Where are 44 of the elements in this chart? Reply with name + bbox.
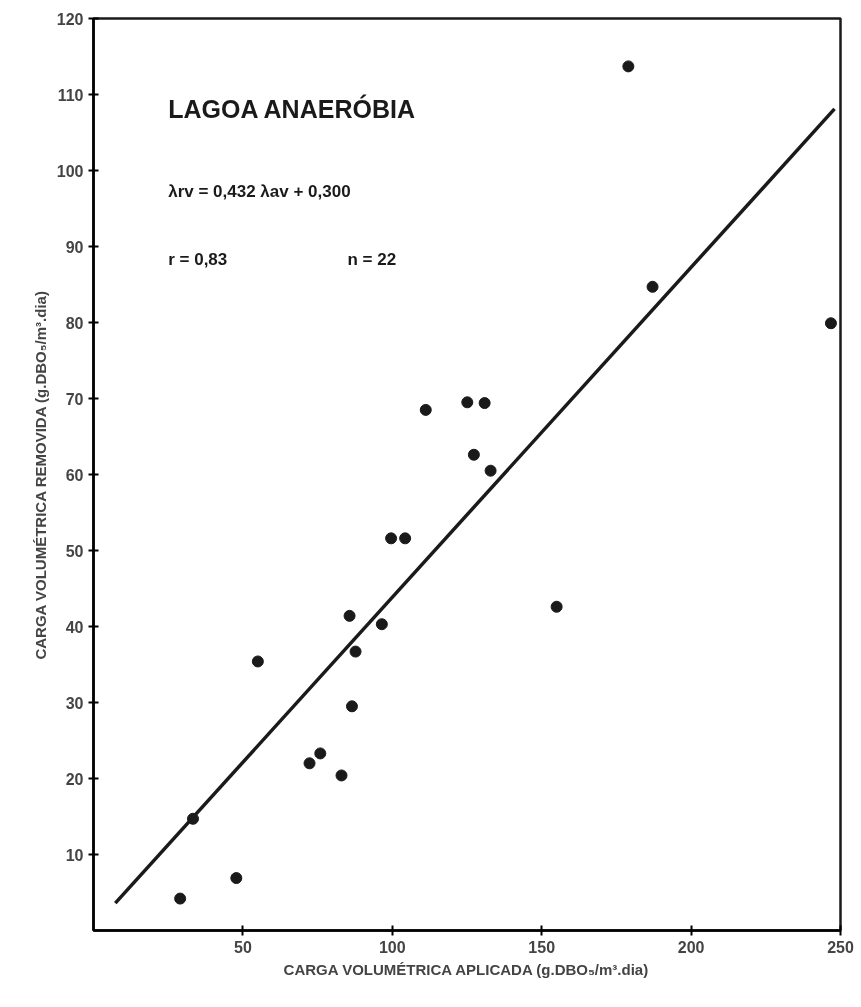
point [251,655,264,668]
point [174,892,187,905]
x-tick-label: 150 [528,938,556,956]
point [349,645,362,658]
point [385,532,398,545]
y-tick-label: 70 [65,390,84,408]
point [824,317,837,330]
point [622,60,635,73]
y-tick-label: 30 [65,694,84,712]
point [550,600,563,613]
point [345,700,358,713]
y-tick-label: 60 [65,466,84,484]
y-tick-label: 100 [56,162,84,180]
point [478,397,491,410]
y-tick-label: 110 [57,86,84,104]
point [419,403,432,416]
point [343,609,356,622]
x-tick-label: 250 [827,938,854,956]
point [467,448,480,461]
y-tick-label: 20 [65,770,84,788]
point [646,280,659,293]
point [399,532,412,545]
annotation: n = 22 [347,250,397,270]
point [484,464,497,477]
y-tick-label: 120 [56,10,84,28]
annotation: r = 0,83 [168,250,228,270]
y-tick-label: 40 [65,618,84,636]
y-tick-label: 80 [65,314,84,332]
x-tick-label: 100 [378,938,406,956]
x-tick-label: 50 [234,938,252,956]
text: LAGOA ANAERÓBIA [168,94,415,124]
y-tick-label: 10 [65,846,84,864]
annotation: λrv = 0,432 λav + 0,300 [168,181,351,201]
y-tick-label: 50 [65,542,84,560]
point [335,769,348,782]
point [461,396,474,409]
point [303,757,316,770]
x-tick-label: 200 [677,938,705,956]
point [375,618,388,631]
point [314,747,327,760]
y-axis-title: CARGA VOLUMÉTRICA REMOVIDA (g.DBO₅/m³.dia) [31,291,49,660]
y-tick-label: 90 [65,238,84,256]
point [230,872,243,885]
x-axis-title: CARGA VOLUMÉTRICA APLICADA (g.DBO₅/m³.dia) [283,960,649,978]
